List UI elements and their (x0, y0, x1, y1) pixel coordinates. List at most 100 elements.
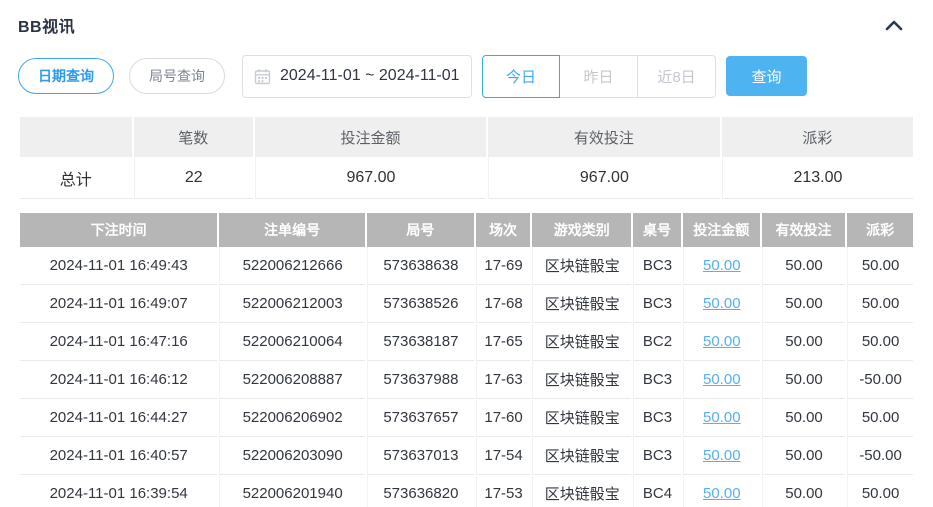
cell-session: 17-60 (475, 399, 531, 437)
cell-bet-amount: 50.00 (682, 437, 760, 475)
cell-round-no: 573636820 (366, 475, 474, 507)
cell-valid-bet: 50.00 (761, 323, 846, 361)
summary-header-payout: 派彩 (721, 117, 913, 157)
table-row: 2024-11-01 16:44:27 522006206902 5736376… (20, 399, 913, 437)
cell-game-type: 区块链骰宝 (532, 361, 632, 399)
chevron-up-icon (885, 19, 903, 31)
cell-bet-time: 2024-11-01 16:47:16 (20, 323, 218, 361)
cell-bet-amount: 50.00 (682, 323, 760, 361)
cell-valid-bet: 50.00 (761, 399, 846, 437)
bet-amount-link[interactable]: 50.00 (703, 447, 741, 464)
summary-total-payout: 213.00 (721, 157, 913, 199)
cell-round-no: 573638187 (366, 323, 474, 361)
quick-range-yesterday[interactable]: 昨日 (560, 54, 638, 98)
cell-payout: 50.00 (847, 285, 913, 323)
cell-order-no: 522006212003 (219, 285, 365, 323)
cell-order-no: 522006201940 (219, 475, 365, 507)
records-header-round-no: 局号 (366, 213, 474, 247)
cell-payout: 50.00 (847, 475, 913, 507)
cell-order-no: 522006206902 (219, 399, 365, 437)
records-header-table-no: 桌号 (633, 213, 681, 247)
panel-header: BB视讯 (18, 0, 915, 38)
summary-total-bet-amount: 967.00 (254, 157, 486, 199)
records-header-valid-bet: 有效投注 (761, 213, 846, 247)
cell-session: 17-63 (475, 361, 531, 399)
cell-session: 17-68 (475, 285, 531, 323)
cell-payout: -50.00 (847, 361, 913, 399)
cell-bet-time: 2024-11-01 16:46:12 (20, 361, 218, 399)
summary-table: 笔数 投注金额 有效投注 派彩 总计 22 967.00 967.00 213.… (18, 117, 915, 199)
summary-total-count: 22 (133, 157, 253, 199)
cell-table-no: BC3 (633, 285, 681, 323)
cell-valid-bet: 50.00 (761, 361, 846, 399)
records-header-session: 场次 (475, 213, 531, 247)
cell-bet-amount: 50.00 (682, 361, 760, 399)
cell-payout: 50.00 (847, 323, 913, 361)
cell-valid-bet: 50.00 (761, 285, 846, 323)
cell-order-no: 522006208887 (219, 361, 365, 399)
records-header-payout: 派彩 (847, 213, 913, 247)
panel-title: BB视讯 (18, 19, 76, 36)
cell-game-type: 区块链骰宝 (532, 437, 632, 475)
table-row: 2024-11-01 16:39:54 522006201940 5736368… (20, 475, 913, 507)
quick-range-group: 今日 昨日 近8日 (482, 54, 716, 98)
cell-bet-time: 2024-11-01 16:39:54 (20, 475, 218, 507)
cell-table-no: BC3 (633, 399, 681, 437)
table-row: 2024-11-01 16:46:12 522006208887 5736379… (20, 361, 913, 399)
cell-round-no: 573637657 (366, 399, 474, 437)
cell-round-no: 573638638 (366, 247, 474, 285)
records-table: 下注时间 注单编号 局号 场次 游戏类别 桌号 投注金额 有效投注 派彩 202… (18, 213, 915, 507)
records-header-bet-amount: 投注金额 (682, 213, 760, 247)
cell-session: 17-69 (475, 247, 531, 285)
cell-game-type: 区块链骰宝 (532, 247, 632, 285)
date-query-tab[interactable]: 日期查询 (18, 58, 114, 94)
cell-table-no: BC4 (633, 475, 681, 507)
records-header-game-type: 游戏类别 (532, 213, 632, 247)
summary-header-row: 笔数 投注金额 有效投注 派彩 (20, 117, 913, 157)
cell-session: 17-53 (475, 475, 531, 507)
cell-bet-amount: 50.00 (682, 399, 760, 437)
records-header-time: 下注时间 (20, 213, 218, 247)
cell-session: 17-54 (475, 437, 531, 475)
bet-amount-link[interactable]: 50.00 (703, 371, 741, 388)
collapse-button[interactable] (881, 12, 907, 38)
summary-header-blank (20, 117, 132, 157)
cell-valid-bet: 50.00 (761, 247, 846, 285)
summary-total-row: 总计 22 967.00 967.00 213.00 (20, 157, 913, 199)
records-header-order-no: 注单编号 (219, 213, 365, 247)
cell-order-no: 522006212666 (219, 247, 365, 285)
date-range-value: 2024-11-01 ~ 2024-11-01 (280, 67, 460, 84)
cell-game-type: 区块链骰宝 (532, 323, 632, 361)
date-range-input[interactable]: 2024-11-01 ~ 2024-11-01 (242, 54, 472, 98)
summary-header-bet-amount: 投注金额 (254, 117, 486, 157)
cell-round-no: 573637988 (366, 361, 474, 399)
summary-header-valid-bet: 有效投注 (487, 117, 720, 157)
search-button[interactable]: 查询 (726, 56, 807, 96)
cell-valid-bet: 50.00 (761, 475, 846, 507)
summary-header-count: 笔数 (133, 117, 253, 157)
round-query-tab[interactable]: 局号查询 (129, 58, 225, 94)
bet-amount-link[interactable]: 50.00 (703, 257, 741, 274)
cell-order-no: 522006210064 (219, 323, 365, 361)
cell-order-no: 522006203090 (219, 437, 365, 475)
cell-bet-amount: 50.00 (682, 475, 760, 507)
bet-amount-link[interactable]: 50.00 (703, 295, 741, 312)
cell-session: 17-65 (475, 323, 531, 361)
table-row: 2024-11-01 16:49:07 522006212003 5736385… (20, 285, 913, 323)
summary-total-valid-bet: 967.00 (487, 157, 720, 199)
table-row: 2024-11-01 16:49:43 522006212666 5736386… (20, 247, 913, 285)
quick-range-last8days[interactable]: 近8日 (638, 54, 716, 98)
table-row: 2024-11-01 16:47:16 522006210064 5736381… (20, 323, 913, 361)
cell-payout: 50.00 (847, 247, 913, 285)
bet-amount-link[interactable]: 50.00 (703, 485, 741, 502)
bet-amount-link[interactable]: 50.00 (703, 409, 741, 426)
cell-bet-time: 2024-11-01 16:44:27 (20, 399, 218, 437)
cell-bet-time: 2024-11-01 16:49:43 (20, 247, 218, 285)
cell-bet-time: 2024-11-01 16:40:57 (20, 437, 218, 475)
bet-amount-link[interactable]: 50.00 (703, 333, 741, 350)
quick-range-today[interactable]: 今日 (482, 54, 560, 98)
cell-table-no: BC3 (633, 247, 681, 285)
cell-payout: -50.00 (847, 437, 913, 475)
cell-round-no: 573637013 (366, 437, 474, 475)
